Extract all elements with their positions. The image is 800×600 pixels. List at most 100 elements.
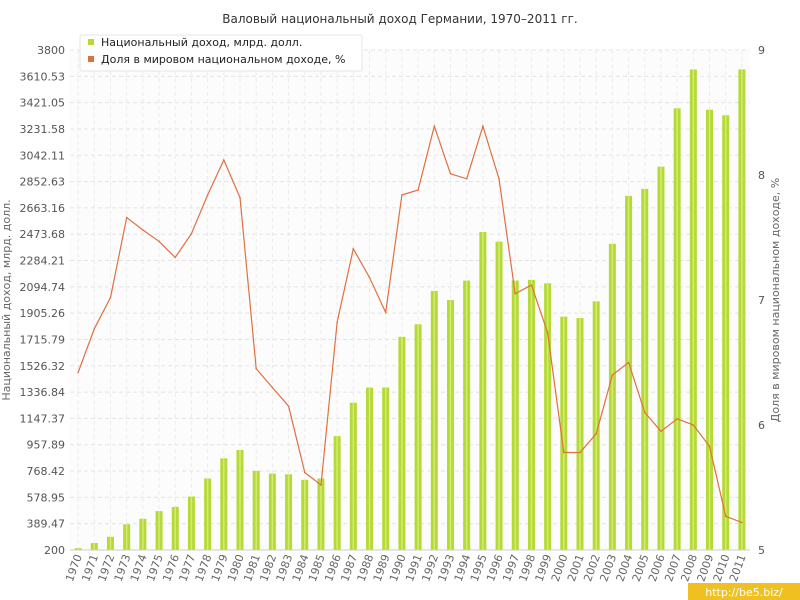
watermark-bg: [688, 583, 800, 600]
line-point: [498, 177, 500, 180]
line-point: [563, 451, 565, 454]
y-tick-label: 3042.11: [20, 149, 66, 162]
bar-highlight: [741, 69, 743, 550]
watermark-text: http://be5.biz/: [705, 586, 783, 599]
bar-highlight: [77, 548, 79, 550]
bar-highlight: [158, 511, 160, 550]
bar-highlight: [417, 324, 419, 550]
bar-highlight: [692, 69, 695, 550]
line-point: [530, 284, 533, 286]
y-tick-label: 2852.63: [20, 176, 66, 189]
bar-highlight: [401, 336, 403, 550]
line-point: [109, 296, 112, 299]
legend-label-share: Доля в мировом национальном доходе, %: [101, 53, 345, 66]
legend-box: [79, 34, 363, 72]
bar-highlight: [465, 280, 468, 550]
line-point: [514, 292, 517, 295]
y-axis-left: 200 389.47 578.95 768.42 957.89 1147.37 1336.8…: [20, 44, 66, 557]
y-tick-label: 389.47: [27, 518, 66, 531]
y2-tick-label: 9: [758, 44, 765, 57]
line-point: [465, 177, 468, 180]
line-point: [417, 189, 419, 191]
share-line: [77, 124, 743, 524]
y2-axis-label: Доля в мировом национальном доходе, %: [769, 178, 782, 422]
bar-highlight: [190, 496, 193, 550]
bar-highlight: [142, 518, 144, 550]
bar-highlight: [206, 478, 209, 550]
y-tick-label: 2284.21: [20, 255, 66, 268]
y-tick-label: 2094.74: [20, 281, 66, 294]
y-tick-label: 3231.58: [20, 123, 66, 136]
plot-area: [70, 50, 750, 550]
line-point: [579, 451, 581, 454]
bar-highlight: [724, 115, 727, 551]
legend-label-income: Национальный доход, млрд. долл.: [101, 36, 302, 49]
bar-highlight: [530, 279, 533, 550]
y2-tick-label: 5: [758, 544, 765, 557]
legend-swatch-share: [88, 56, 94, 62]
line-point: [255, 367, 257, 370]
watermark: http://be5.biz/: [688, 583, 800, 600]
line-point: [660, 430, 662, 433]
legend-swatch-income: [88, 39, 94, 45]
y2-tick-label: 7: [758, 294, 765, 307]
bar-highlight: [676, 108, 678, 550]
y-tick-label: 768.42: [27, 465, 66, 478]
y-tick-label: 1526.32: [20, 360, 66, 373]
y-tick-label: 200: [44, 544, 65, 557]
line-point: [449, 172, 452, 175]
bar-highlight: [109, 536, 112, 550]
bar-highlight: [271, 473, 274, 550]
chart-title: Валовый национальный доход Германии, 197…: [222, 12, 577, 26]
bar-highlight: [287, 474, 290, 550]
line-point: [125, 216, 128, 219]
y-tick-label: 3421.05: [20, 97, 66, 110]
bar-highlight: [174, 506, 176, 550]
bar-highlight: [255, 470, 257, 550]
bar-highlight: [482, 231, 484, 550]
bar-highlight: [239, 450, 241, 550]
y-tick-label: 578.95: [27, 491, 66, 504]
bar-highlight: [125, 524, 128, 550]
bar-highlight: [93, 543, 96, 550]
line-point: [482, 125, 484, 128]
line-point: [611, 374, 614, 376]
bar-highlight: [223, 458, 225, 550]
bar-highlight: [546, 283, 549, 550]
y2-tick-label: 8: [758, 169, 765, 182]
bar-series: [74, 69, 746, 551]
y-tick-label: 2473.68: [20, 228, 66, 241]
line-point: [93, 327, 96, 330]
line-point: [708, 445, 711, 448]
line-point: [77, 371, 79, 374]
y-tick-label: 1905.26: [20, 307, 66, 320]
bar-highlight: [660, 166, 662, 550]
line-point: [741, 521, 743, 524]
bar-highlight: [644, 188, 646, 550]
line-point: [692, 424, 695, 426]
line-point: [724, 515, 727, 518]
line-point: [401, 194, 403, 196]
bar-highlight: [579, 318, 581, 550]
bar-highlight: [563, 316, 565, 550]
bar-highlight: [304, 479, 306, 550]
bar-highlight: [449, 300, 452, 550]
bar-highlight: [708, 109, 711, 550]
y2-tick-label: 6: [758, 419, 765, 432]
line-point: [158, 240, 160, 243]
bar-highlight: [368, 387, 371, 550]
bar-highlight: [336, 436, 338, 550]
line-point: [595, 432, 597, 435]
bar-highlight: [352, 402, 355, 550]
bar-highlight: [433, 290, 436, 550]
line-point: [546, 331, 549, 334]
y-axis-label: Национальный доход, млрд. долл.: [0, 199, 13, 400]
legend: Национальный доход, млрд. долл. Доля в м…: [79, 34, 363, 72]
y-tick-label: 2663.16: [20, 202, 66, 215]
bar-highlight: [627, 195, 630, 551]
y-axis-right: 5 6 7 8 9: [758, 44, 765, 557]
line-point: [287, 405, 290, 408]
line-point: [384, 311, 387, 314]
bar-highlight: [514, 280, 516, 550]
line-point: [676, 417, 678, 420]
